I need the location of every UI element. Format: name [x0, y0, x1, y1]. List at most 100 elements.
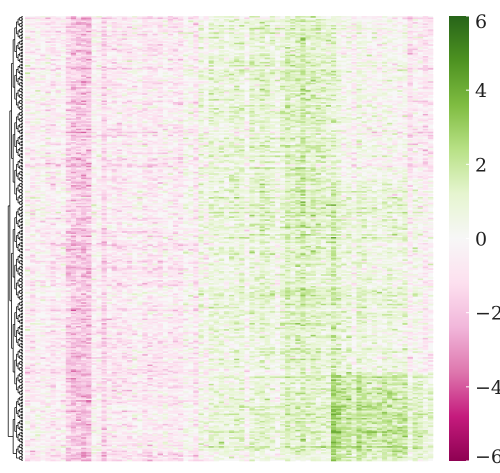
- heatmap-cell: [295, 63, 301, 66]
- heatmap-cell: [407, 17, 413, 20]
- heatmap-cell: [198, 23, 204, 26]
- heatmap-cell: [91, 32, 97, 35]
- heatmap-cell: [101, 72, 107, 75]
- heatmap-cell: [116, 27, 123, 30]
- heatmap-cell: [121, 33, 128, 36]
- heatmap-cell: [70, 90, 77, 92]
- heatmap-cell: [300, 26, 306, 29]
- heatmap-cell: [234, 56, 240, 58]
- heatmap-cell: [351, 85, 357, 88]
- heatmap-cell: [218, 33, 225, 36]
- heatmap-cell: [371, 27, 378, 30]
- heatmap-cell: [254, 57, 260, 60]
- heatmap-cell: [249, 56, 255, 58]
- heatmap-cell: [50, 29, 56, 32]
- heatmap-cell: [269, 44, 276, 46]
- heatmap-cell: [132, 50, 138, 52]
- heatmap-cell: [76, 61, 82, 64]
- heatmap-cell: [325, 105, 332, 107]
- heatmap-cell: [371, 21, 378, 24]
- heatmap-cell: [356, 67, 362, 70]
- heatmap-cell: [229, 81, 235, 84]
- heatmap-cell: [147, 85, 153, 88]
- heatmap-cell: [35, 39, 41, 42]
- heatmap-cell: [346, 26, 352, 29]
- heatmap-cell: [259, 72, 265, 75]
- heatmap-cell: [30, 67, 36, 70]
- heatmap-cell: [402, 35, 408, 38]
- heatmap-cell: [331, 27, 337, 30]
- heatmap-cell: [213, 35, 220, 38]
- heatmap-cell: [346, 41, 352, 43]
- heatmap-cell: [30, 91, 36, 94]
- heatmap-cell: [274, 85, 281, 88]
- heatmap-cell: [382, 75, 388, 78]
- heatmap-cell: [366, 78, 373, 81]
- heatmap-cell: [407, 60, 413, 63]
- heatmap-cell: [223, 32, 230, 35]
- heatmap-cell: [142, 51, 148, 54]
- heatmap-cell: [147, 16, 153, 18]
- heatmap-cell: [264, 26, 271, 29]
- heatmap-cell: [392, 16, 398, 18]
- heatmap-cell: [264, 67, 271, 70]
- heatmap-cell: [351, 72, 357, 75]
- heatmap-cell: [96, 72, 102, 75]
- heatmap-cell: [213, 73, 220, 76]
- heatmap-cell: [427, 76, 434, 79]
- heatmap-cell: [147, 23, 153, 26]
- heatmap-cell: [65, 29, 72, 32]
- heatmap-cell: [132, 53, 138, 55]
- heatmap-cell: [76, 47, 82, 49]
- heatmap-cell: [127, 50, 133, 52]
- heatmap-cell: [40, 35, 46, 38]
- heatmap-cell: [142, 48, 148, 51]
- heatmap-cell: [422, 61, 429, 64]
- heatmap-cell: [152, 45, 158, 48]
- heatmap-cell: [320, 38, 327, 41]
- heatmap-cell: [86, 23, 92, 26]
- heatmap-cell: [152, 47, 158, 49]
- heatmap-cell: [310, 42, 316, 45]
- heatmap-cell: [254, 50, 260, 52]
- heatmap-cell: [305, 57, 311, 60]
- heatmap-cell: [50, 54, 56, 57]
- heatmap-cell: [259, 79, 265, 82]
- heatmap-cell: [172, 20, 179, 23]
- heatmap-cell: [259, 45, 265, 48]
- heatmap-cell: [310, 53, 316, 55]
- heatmap-cell: [280, 36, 286, 39]
- heatmap-cell: [346, 59, 352, 61]
- heatmap-cell: [285, 88, 291, 91]
- heatmap-cell: [274, 76, 281, 79]
- heatmap-cell: [208, 105, 214, 107]
- heatmap-cell: [295, 57, 301, 60]
- heatmap-cell: [167, 41, 174, 43]
- heatmap-cell: [55, 23, 61, 26]
- heatmap-cell: [157, 85, 163, 88]
- heatmap-cell: [60, 50, 67, 52]
- heatmap-cell: [188, 48, 194, 51]
- heatmap-cell: [274, 32, 281, 35]
- heatmap-cell: [402, 39, 408, 42]
- heatmap-cell: [60, 81, 67, 84]
- heatmap-cell: [366, 17, 373, 20]
- heatmap-cell: [427, 59, 434, 61]
- heatmap-cell: [40, 63, 46, 66]
- heatmap-cell: [223, 56, 230, 58]
- heatmap-cell: [86, 36, 92, 39]
- heatmap-cell: [234, 36, 240, 39]
- heatmap-cell: [249, 63, 255, 66]
- heatmap-cell: [106, 16, 112, 18]
- heatmap-cell: [167, 90, 174, 92]
- heatmap-cell: [30, 18, 36, 21]
- heatmap-cell: [132, 88, 138, 91]
- heatmap-cell: [116, 87, 123, 89]
- heatmap-cell: [30, 53, 36, 55]
- heatmap-cell: [193, 45, 199, 48]
- heatmap-cell: [40, 29, 46, 32]
- heatmap-cell: [259, 54, 265, 57]
- heatmap-cell: [213, 36, 220, 39]
- heatmap-cell: [162, 38, 169, 41]
- heatmap-cell: [198, 73, 204, 76]
